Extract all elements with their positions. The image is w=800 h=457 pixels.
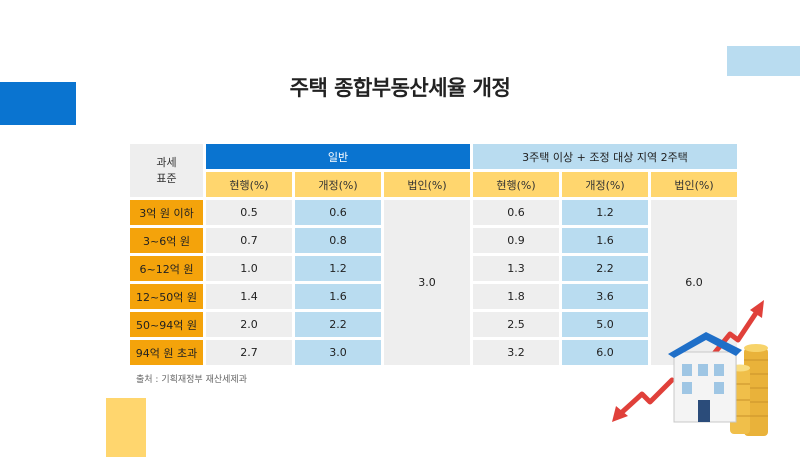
multi-corporate-cell: 6.0 — [651, 200, 737, 365]
down-arrow-icon — [617, 377, 675, 417]
group-header-general: 일반 — [206, 144, 470, 169]
table-row: 50~94억 원 2.0 2.2 2.5 5.0 — [130, 312, 737, 337]
sub-header-multi-revised: 개정(%) — [562, 172, 648, 197]
tax-rate-table: 과세 표준 일반 3주택 이상 + 조정 대상 지역 2주택 현행(%) 개정(… — [127, 141, 740, 368]
multi-current-cell: 1.3 — [473, 256, 559, 281]
multi-revised-cell: 2.2 — [562, 256, 648, 281]
multi-revised-cell: 1.2 — [562, 200, 648, 225]
general-current-cell: 2.7 — [206, 340, 292, 365]
row-label: 50~94억 원 — [130, 312, 203, 337]
table-group-header-row: 과세 표준 일반 3주택 이상 + 조정 대상 지역 2주택 — [130, 144, 737, 197]
row-label: 12~50억 원 — [130, 284, 203, 309]
sub-header-general-revised: 개정(%) — [295, 172, 381, 197]
multi-current-cell: 0.9 — [473, 228, 559, 253]
row-label: 94억 원 초과 — [130, 340, 203, 365]
multi-revised-cell: 6.0 — [562, 340, 648, 365]
general-revised-cell: 2.2 — [295, 312, 381, 337]
sub-header-general-corporate: 법인(%) — [384, 172, 470, 197]
down-arrowhead-icon — [612, 406, 628, 422]
multi-revised-cell: 1.6 — [562, 228, 648, 253]
table-row: 3~6억 원 0.7 0.8 0.9 1.6 — [130, 228, 737, 253]
general-revised-cell: 3.0 — [295, 340, 381, 365]
general-revised-cell: 1.6 — [295, 284, 381, 309]
table-row: 3억 원 이하 0.5 0.6 3.0 0.6 1.2 6.0 — [130, 200, 737, 365]
multi-current-cell: 1.8 — [473, 284, 559, 309]
tax-base-header: 과세 표준 — [130, 144, 203, 197]
table-row: 94억 원 초과 2.7 3.0 3.2 6.0 — [130, 340, 737, 365]
sub-header-multi-corporate: 법인(%) — [651, 172, 737, 197]
tax-base-header-line1: 과세 — [156, 155, 177, 169]
general-current-cell: 2.0 — [206, 312, 292, 337]
table-row: 12~50억 원 1.4 1.6 1.8 3.6 — [130, 284, 737, 309]
general-current-cell: 1.4 — [206, 284, 292, 309]
house-tax-illustration — [612, 300, 768, 436]
source-note: 출처 : 기획재정부 재산세제과 — [136, 375, 247, 385]
general-revised-cell: 1.2 — [295, 256, 381, 281]
group-header-multi-home: 3주택 이상 + 조정 대상 지역 2주택 — [473, 144, 737, 169]
tax-base-header-line2: 표준 — [156, 171, 177, 185]
multi-current-cell: 3.2 — [473, 340, 559, 365]
up-arrowhead-icon — [750, 300, 764, 318]
general-corporate-cell: 3.0 — [384, 200, 470, 365]
multi-revised-cell: 5.0 — [562, 312, 648, 337]
building-icon — [668, 332, 742, 423]
sub-header-general-current: 현행(%) — [206, 172, 292, 197]
multi-current-cell: 2.5 — [473, 312, 559, 337]
table-sub-header-row: 현행(%) 개정(%) 법인(%) 현행(%) 개정(%) 법인(%) — [130, 172, 737, 197]
general-current-cell: 0.5 — [206, 200, 292, 225]
row-label: 3억 원 이하 — [130, 200, 203, 225]
multi-revised-cell: 3.6 — [562, 284, 648, 309]
page-title: 주택 종합부동산세율 개정 — [289, 76, 511, 100]
decorative-lightblue-block — [727, 46, 800, 76]
table-row: 6~12억 원 1.0 1.2 1.3 2.2 — [130, 256, 737, 281]
general-current-cell: 0.7 — [206, 228, 292, 253]
row-label: 3~6억 원 — [130, 228, 203, 253]
row-label: 6~12억 원 — [130, 256, 203, 281]
sub-header-multi-current: 현행(%) — [473, 172, 559, 197]
multi-current-cell: 0.6 — [473, 200, 559, 225]
general-current-cell: 1.0 — [206, 256, 292, 281]
general-revised-cell: 0.8 — [295, 228, 381, 253]
decorative-blue-block — [0, 82, 76, 125]
general-revised-cell: 0.6 — [295, 200, 381, 225]
decorative-yellow-block — [106, 398, 146, 457]
